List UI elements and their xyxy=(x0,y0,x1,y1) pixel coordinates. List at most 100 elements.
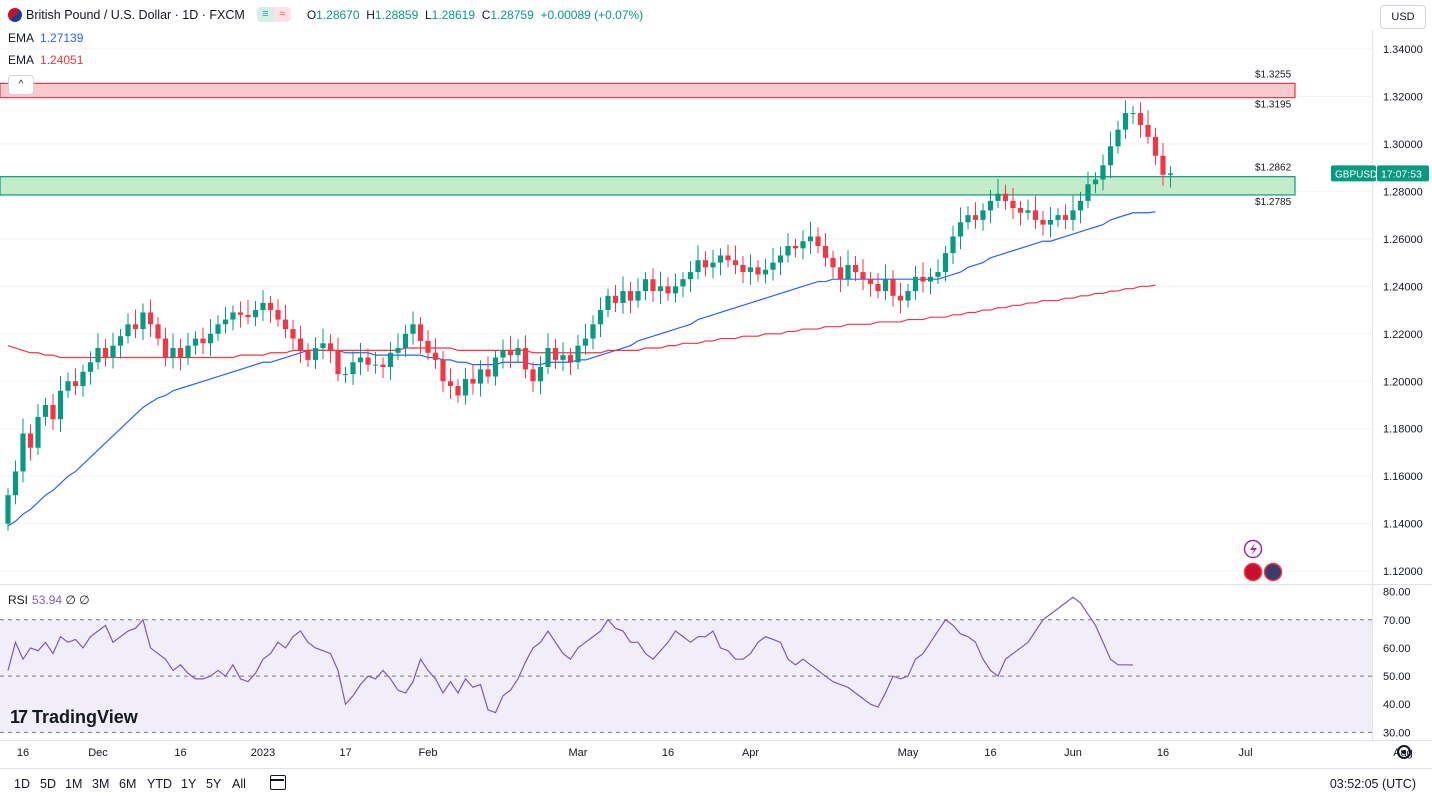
candle-body xyxy=(455,386,461,396)
level-label: $1.3255 xyxy=(1255,69,1292,80)
price-tick-label: 1.24000 xyxy=(1383,281,1423,293)
candle-body xyxy=(1107,146,1114,166)
time-tick-label: Apr xyxy=(742,747,759,759)
utc-clock[interactable]: 03:52:05 (UTC) xyxy=(1329,777,1416,791)
tradingview-logo[interactable]: 17 TradingView xyxy=(10,707,138,728)
candle-body xyxy=(597,310,604,325)
candle-body xyxy=(275,310,281,320)
ema-legend-1[interactable]: EMA 1.27139 xyxy=(8,31,84,45)
usd-flag-icon xyxy=(1263,562,1283,582)
candle-body xyxy=(65,381,71,391)
candle-body xyxy=(897,295,904,301)
candle-body xyxy=(635,291,641,301)
timeframe-5d[interactable]: 5D xyxy=(40,777,56,791)
time-tick-label: 17 xyxy=(339,747,351,759)
candle-body xyxy=(485,369,491,377)
tradingview-mark-icon: 17 xyxy=(10,707,28,727)
time-tick-label: Dec xyxy=(88,747,108,759)
candle-body xyxy=(237,312,244,315)
candle-body xyxy=(27,433,34,448)
candle-body xyxy=(762,269,769,275)
rsi-legend[interactable]: RSI 53.94 ∅ ∅ xyxy=(8,593,90,607)
rsi-tick-label: 60.00 xyxy=(1383,643,1411,655)
candle-body xyxy=(320,343,326,349)
candle-body xyxy=(1017,208,1024,213)
candle-body xyxy=(5,495,11,524)
candle-body xyxy=(1062,215,1069,220)
candle-body xyxy=(222,319,229,325)
timeframe-1d[interactable]: 1D xyxy=(14,777,30,791)
time-tick-label: 16 xyxy=(984,747,996,759)
candle-body xyxy=(1137,113,1144,125)
collapse-legend-button[interactable]: ^ xyxy=(8,75,34,95)
candle-body xyxy=(470,378,476,384)
candle-body xyxy=(410,324,416,334)
symbol-title[interactable]: British Pound / U.S. Dollar · 1D · FXCM xyxy=(26,7,245,22)
price-tick-label: 1.12000 xyxy=(1383,566,1423,578)
tradingview-logo-text: TradingView xyxy=(32,707,138,727)
time-tick-label: 16 xyxy=(662,747,674,759)
candle-body xyxy=(162,338,169,358)
time-tick-label: Feb xyxy=(419,747,438,759)
go-to-date-calendar-icon[interactable] xyxy=(270,775,286,790)
candle-body xyxy=(627,291,634,301)
timeframe-1m[interactable]: 1M xyxy=(65,777,83,791)
currency-button[interactable]: USD xyxy=(1380,5,1426,29)
toggle-bars-icon[interactable]: ≡ xyxy=(256,7,274,22)
price-change: +0.00089 (+0.07%) xyxy=(540,7,644,22)
candle-body xyxy=(1002,193,1009,201)
timeframe-3m[interactable]: 3M xyxy=(92,777,110,791)
timeframe-ytd[interactable]: YTD xyxy=(147,777,172,791)
candle-body xyxy=(575,345,581,363)
candle-body xyxy=(132,324,139,330)
last-price-symbol: GBPUSD xyxy=(1335,169,1377,180)
time-tick-label: 16 xyxy=(174,747,186,759)
candle-body xyxy=(657,286,664,292)
candle-body xyxy=(942,253,949,273)
candle-body xyxy=(110,345,116,358)
candle-body xyxy=(740,264,746,273)
lightning-bolt-icon xyxy=(1250,543,1257,556)
candle-body xyxy=(522,348,529,370)
rsi-tick-label: 70.00 xyxy=(1383,615,1411,627)
symbol-legend: British Pound / U.S. Dollar · 1D · FXCM … xyxy=(8,7,643,22)
timeframe-1y[interactable]: 1Y xyxy=(181,777,197,791)
candle-body xyxy=(35,416,41,448)
candle-body xyxy=(552,348,559,360)
timeframe-5y[interactable]: 5Y xyxy=(206,777,222,791)
candle-body xyxy=(1100,165,1106,180)
time-tick-label: Jul xyxy=(1238,747,1252,759)
chart-settings-gear-icon[interactable] xyxy=(1397,745,1411,759)
level-label: $1.2862 xyxy=(1255,163,1292,174)
candles-group xyxy=(5,100,1174,531)
candle-body xyxy=(1077,200,1084,211)
candle-body xyxy=(710,262,716,268)
candle-body xyxy=(995,193,1001,201)
toggle-approx-icon[interactable]: ≈ xyxy=(273,7,291,22)
candle-body xyxy=(665,286,671,294)
last-price-countdown: 17:07:53 xyxy=(1381,168,1422,180)
candle-body xyxy=(50,404,56,420)
candle-body xyxy=(327,343,334,351)
bottom-toolbar: 1D 5D 1M 3M 6M YTD 1Y 5Y All 03:52:05 (U… xyxy=(0,768,1432,801)
chart-mode-toggles[interactable]: ≡ ≈ xyxy=(256,7,291,22)
candle-body xyxy=(755,267,761,275)
candle-body xyxy=(1070,210,1076,220)
candle-body xyxy=(1047,219,1054,225)
candle-body xyxy=(185,345,191,358)
rsi-tick-label: 40.00 xyxy=(1383,699,1411,711)
timeframe-all[interactable]: All xyxy=(232,777,246,791)
candle-body xyxy=(845,264,851,280)
candle-body xyxy=(140,312,146,330)
candle-body xyxy=(987,200,994,211)
candle-body xyxy=(95,348,101,363)
price-tick-label: 1.28000 xyxy=(1383,186,1423,198)
candle-body xyxy=(342,374,349,376)
candle-body xyxy=(155,324,161,339)
candle-body xyxy=(890,279,896,296)
candle-body xyxy=(245,314,251,318)
ema-legend-2[interactable]: EMA 1.24051 xyxy=(8,53,84,67)
time-tick-label: 16 xyxy=(17,747,29,759)
timeframe-6m[interactable]: 6M xyxy=(119,777,137,791)
